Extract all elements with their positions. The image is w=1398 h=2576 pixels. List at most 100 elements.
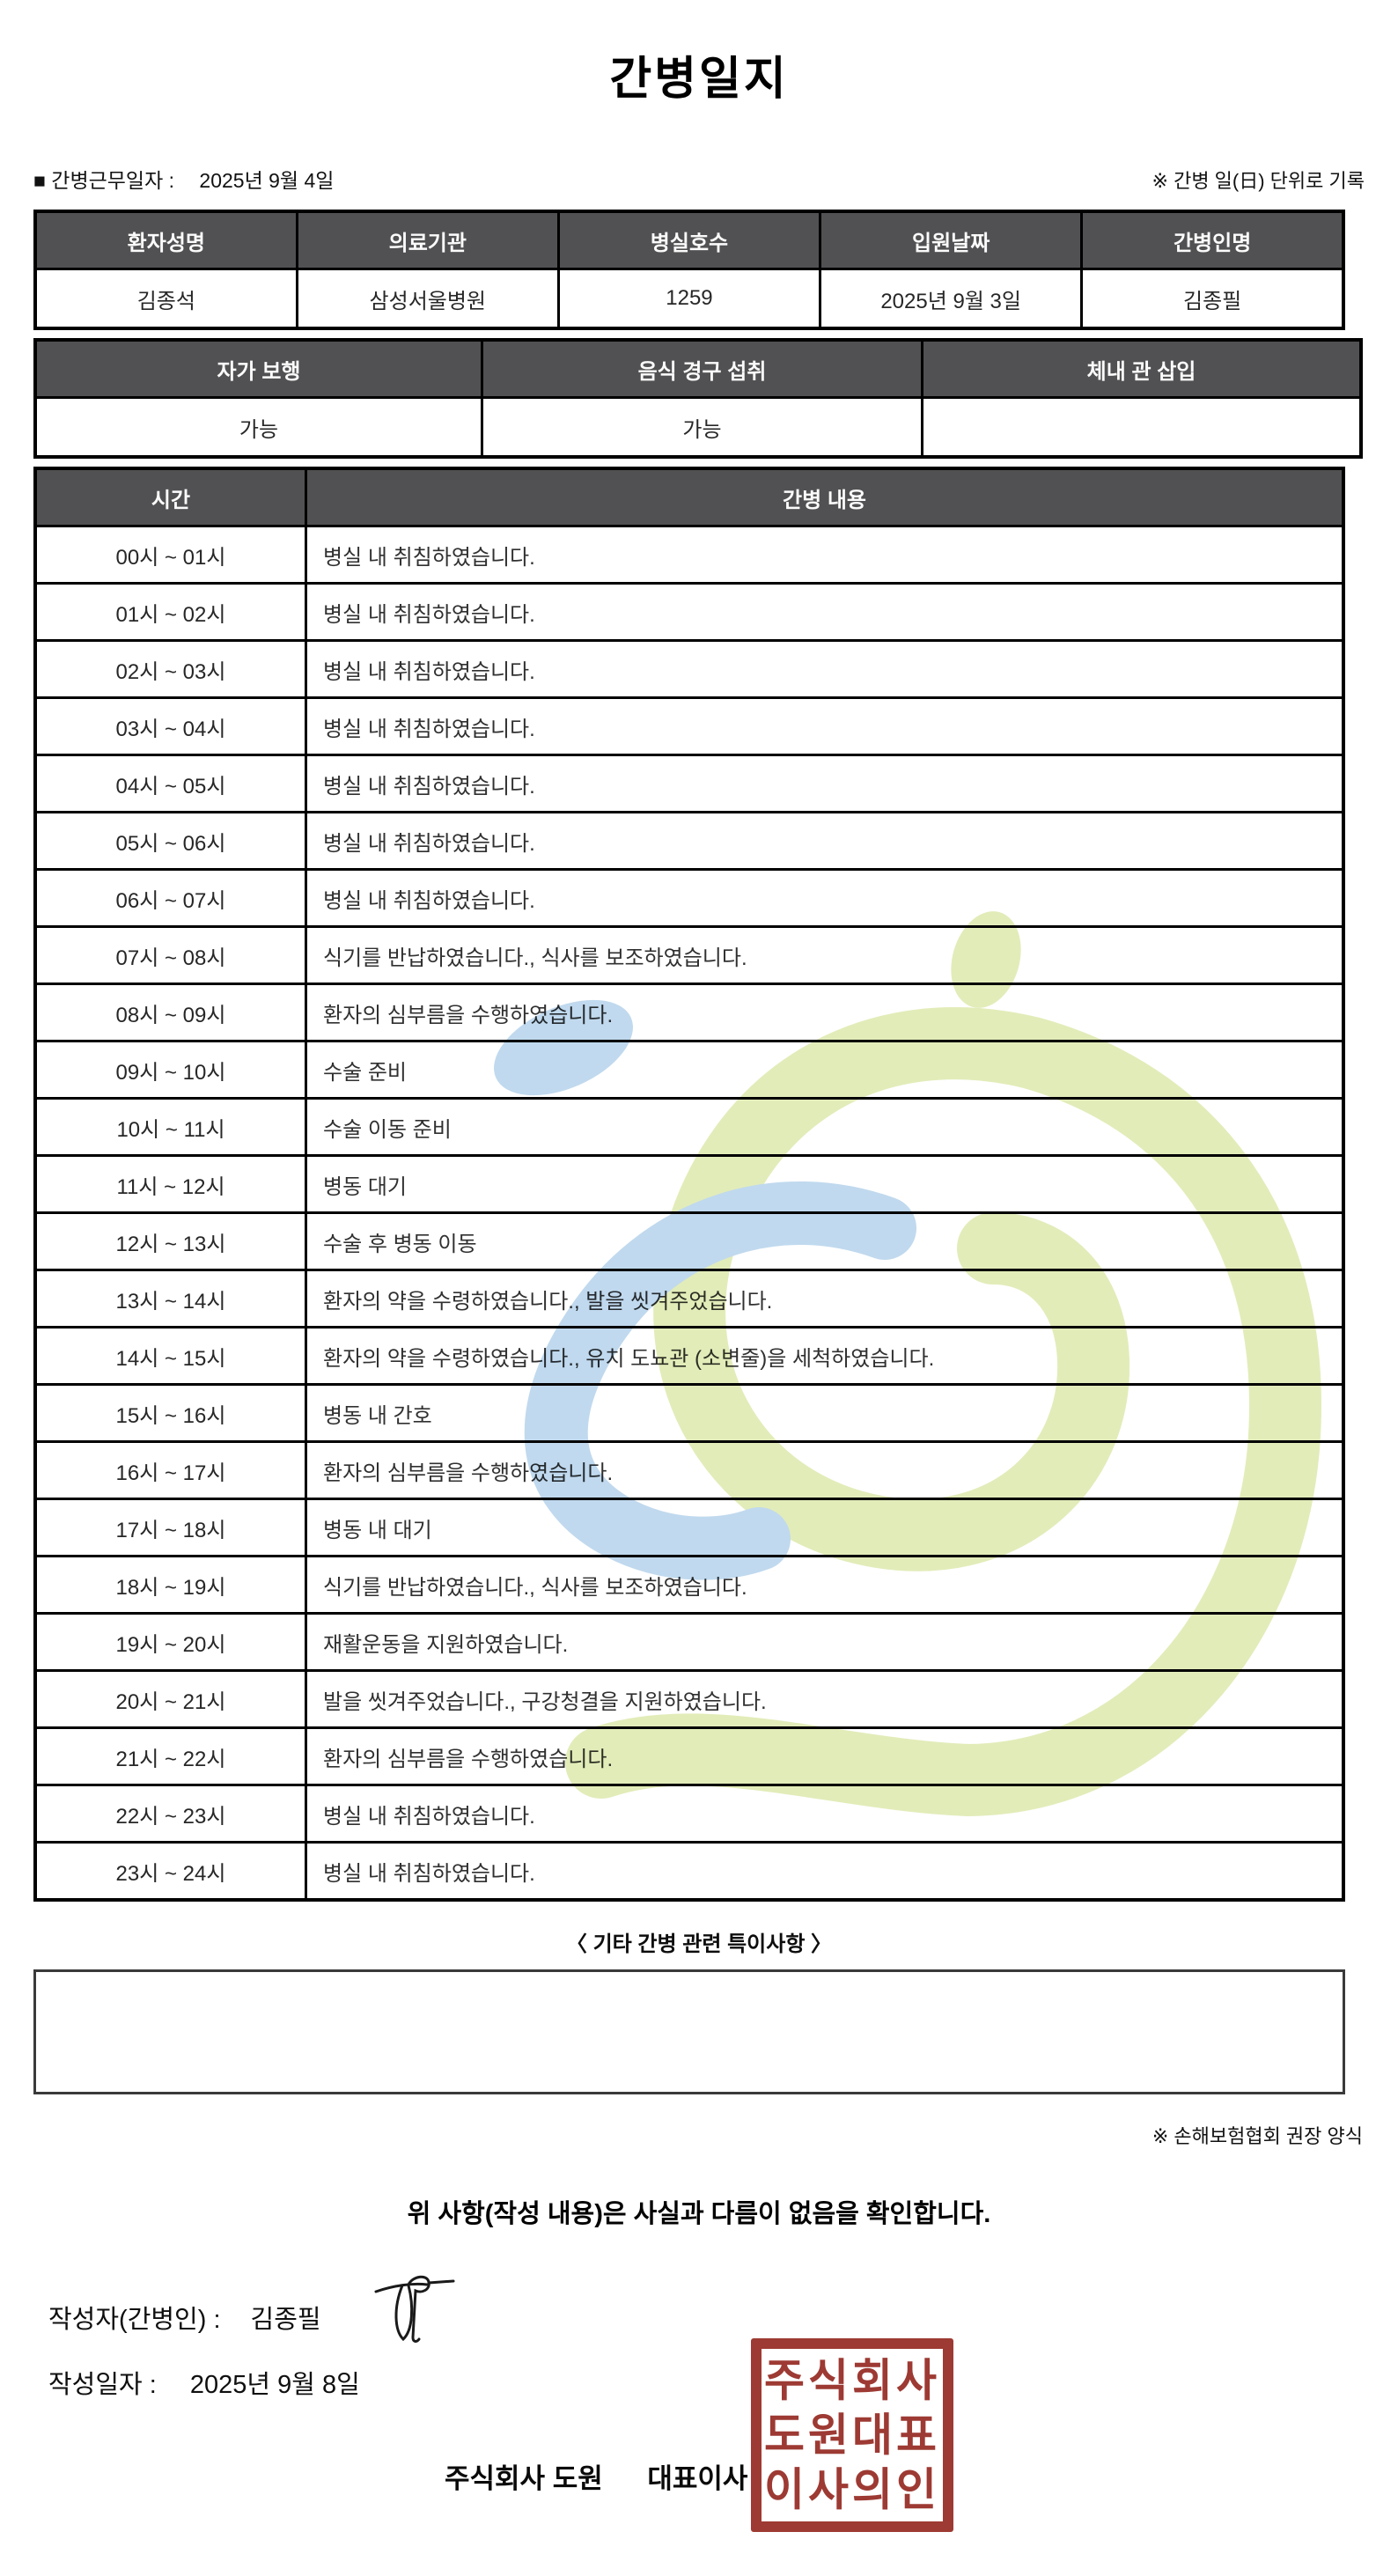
- page-title: 간병일지: [609, 54, 789, 105]
- header-tube-insertion: 체내 관 삽입: [921, 338, 1363, 399]
- care-log-row: 11시 ~ 12시 병동 대기: [33, 1154, 1345, 1214]
- care-log-row: 17시 ~ 18시 병동 내 대기: [33, 1498, 1345, 1557]
- care-time-cell: 10시 ~ 11시: [33, 1097, 307, 1157]
- care-time-cell: 09시 ~ 10시: [33, 1040, 307, 1100]
- header-room-number: 병실호수: [556, 210, 822, 270]
- stamp-line-1: 주식회사: [764, 2355, 940, 2406]
- status-table: 자가 보행 음식 경구 섭취 체내 관 삽입 가능 가능: [33, 338, 1363, 459]
- care-log-row: 21시 ~ 22시 환자의 심부름을 수행하였습니다.: [33, 1726, 1345, 1786]
- header-self-walking: 자가 보행: [33, 338, 483, 399]
- care-time-cell: 16시 ~ 17시: [33, 1440, 307, 1500]
- care-log-row: 01시 ~ 02시 병실 내 취침하였습니다.: [33, 582, 1345, 642]
- write-date-value: 2025년 9월 8일: [189, 2371, 360, 2399]
- header-patient-name: 환자성명: [33, 210, 298, 270]
- care-time-cell: 19시 ~ 20시: [33, 1612, 307, 1672]
- care-content-cell: 병실 내 취침하였습니다.: [305, 811, 1345, 871]
- value-caregiver-name: 김종필: [1080, 268, 1345, 330]
- status-value-row: 가능 가능: [33, 396, 1363, 459]
- write-date-label: 작성일자 :: [48, 2371, 157, 2399]
- care-log-row: 00시 ~ 01시 병실 내 취침하였습니다.: [33, 525, 1345, 585]
- header-time: 시간: [33, 467, 307, 527]
- patient-info-header-row: 환자성명 의료기관 병실호수 입원날짜 간병인명: [33, 210, 1345, 270]
- care-log-row: 13시 ~ 14시 환자의 약을 수령하였습니다., 발을 씻겨주었습니다.: [33, 1269, 1345, 1328]
- care-log-row: 02시 ~ 03시 병실 내 취침하였습니다.: [33, 639, 1345, 699]
- care-time-cell: 22시 ~ 23시: [33, 1784, 307, 1844]
- value-medical-institution: 삼성서울병원: [295, 268, 560, 330]
- meta-row: ■ 간병근무일자 : 2025년 9월 4일 ※ 간병 일(日) 단위로 기록: [33, 164, 1365, 194]
- care-time-cell: 12시 ~ 13시: [33, 1211, 307, 1271]
- care-content-cell: 병실 내 취침하였습니다.: [305, 754, 1345, 813]
- notes-heading: 〈 기타 간병 관련 특이사항 〉: [565, 1932, 833, 1956]
- care-time-cell: 11시 ~ 12시: [33, 1154, 307, 1214]
- care-content-cell: 발을 씻겨주었습니다., 구강청결을 지원하였습니다.: [305, 1669, 1345, 1729]
- work-date-line: ■ 간병근무일자 : 2025년 9월 4일: [33, 164, 334, 194]
- care-content-cell: 환자의 심부름을 수행하였습니다.: [305, 1440, 1345, 1500]
- writer-label: 작성자(간병인) :: [48, 2306, 221, 2334]
- care-content-cell: 병실 내 취침하였습니다.: [305, 525, 1345, 585]
- corporate-seal-stamp: 주식회사 도원대표 이사의인: [751, 2338, 953, 2532]
- writer-row: 작성자(간병인) : 김종필: [48, 2275, 1398, 2355]
- care-log-row: 20시 ~ 21시 발을 씻겨주었습니다., 구강청결을 지원하였습니다.: [33, 1669, 1345, 1729]
- care-content-cell: 식기를 반납하였습니다., 식사를 보조하였습니다.: [305, 925, 1345, 985]
- writer-name: 김종필: [250, 2306, 321, 2334]
- care-content-cell: 수술 이동 준비: [305, 1097, 1345, 1157]
- care-content-cell: 병실 내 취침하였습니다.: [305, 696, 1345, 756]
- care-time-cell: 14시 ~ 15시: [33, 1326, 307, 1386]
- care-time-cell: 03시 ~ 04시: [33, 696, 307, 756]
- care-content-cell: 재활운동을 지원하였습니다.: [305, 1612, 1345, 1672]
- company-name: 주식회사 도원: [445, 2463, 603, 2494]
- stamp-line-3: 이사의인: [764, 2464, 940, 2515]
- care-content-cell: 환자의 심부름을 수행하였습니다.: [305, 983, 1345, 1042]
- care-log-row: 16시 ~ 17시 환자의 심부름을 수행하였습니다.: [33, 1440, 1345, 1500]
- value-self-walking: 가능: [33, 396, 483, 459]
- care-time-cell: 21시 ~ 22시: [33, 1726, 307, 1786]
- work-date-label: ■ 간병근무일자 :: [33, 169, 175, 192]
- stamp-line-2: 도원대표: [764, 2410, 940, 2461]
- care-log-row: 22시 ~ 23시 병실 내 취침하였습니다.: [33, 1784, 1345, 1844]
- header-caregiver-name: 간병인명: [1080, 210, 1345, 270]
- care-log-table: 시간 간병 내용 00시 ~ 01시 병실 내 취침하였습니다. 01시 ~ 0…: [33, 467, 1345, 1902]
- care-time-cell: 08시 ~ 09시: [33, 983, 307, 1042]
- company-title: 대표이사: [647, 2463, 748, 2494]
- form-note: ※ 손해보험협회 권장 양식: [1152, 2125, 1363, 2147]
- care-time-cell: 00시 ~ 01시: [33, 525, 307, 585]
- care-log-row: 15시 ~ 16시 병동 내 간호: [33, 1383, 1345, 1443]
- care-log-row: 08시 ~ 09시 환자의 심부름을 수행하였습니다.: [33, 983, 1345, 1042]
- header-oral-intake: 음식 경구 섭취: [481, 338, 923, 399]
- notes-box: [33, 1969, 1345, 2094]
- value-patient-name: 김종석: [33, 268, 298, 330]
- care-time-cell: 04시 ~ 05시: [33, 754, 307, 813]
- care-content-cell: 식기를 반납하였습니다., 식사를 보조하였습니다.: [305, 1555, 1345, 1615]
- care-content-cell: 병실 내 취침하였습니다.: [305, 639, 1345, 699]
- confirmation-statement: 위 사항(작성 내용)은 사실과 다름이 없음을 확인합니다.: [407, 2200, 991, 2228]
- value-tube-insertion: [921, 396, 1363, 459]
- care-log-header-row: 시간 간병 내용: [33, 467, 1345, 527]
- care-time-cell: 02시 ~ 03시: [33, 639, 307, 699]
- header-care-content: 간병 내용: [305, 467, 1345, 527]
- patient-info-table: 환자성명 의료기관 병실호수 입원날짜 간병인명 김종석 삼성서울병원 1259…: [33, 210, 1345, 330]
- care-time-cell: 01시 ~ 02시: [33, 582, 307, 642]
- care-log-row: 06시 ~ 07시 병실 내 취침하였습니다.: [33, 868, 1345, 928]
- value-admission-date: 2025년 9월 3일: [819, 268, 1084, 330]
- care-log-row: 12시 ~ 13시 수술 후 병동 이동: [33, 1211, 1345, 1271]
- status-header-row: 자가 보행 음식 경구 섭취 체내 관 삽입: [33, 338, 1363, 399]
- care-log-row: 14시 ~ 15시 환자의 약을 수령하였습니다., 유치 도뇨관 (소변줄)을…: [33, 1326, 1345, 1386]
- work-date-value: 2025년 9월 4일: [199, 169, 335, 192]
- care-log-row: 18시 ~ 19시 식기를 반납하였습니다., 식사를 보조하였습니다.: [33, 1555, 1345, 1615]
- care-time-cell: 23시 ~ 24시: [33, 1841, 307, 1902]
- value-room-number: 1259: [556, 268, 822, 330]
- care-time-cell: 06시 ~ 07시: [33, 868, 307, 928]
- care-content-cell: 병동 내 대기: [305, 1498, 1345, 1557]
- date-row: 작성일자 : 2025년 9월 8일: [48, 2364, 1398, 2401]
- care-log-row: 07시 ~ 08시 식기를 반납하였습니다., 식사를 보조하였습니다.: [33, 925, 1345, 985]
- care-content-cell: 병실 내 취침하였습니다.: [305, 1784, 1345, 1844]
- value-oral-intake: 가능: [481, 396, 923, 459]
- care-time-cell: 07시 ~ 08시: [33, 925, 307, 985]
- care-log-row: 10시 ~ 11시 수술 이동 준비: [33, 1097, 1345, 1157]
- header-admission-date: 입원날짜: [819, 210, 1084, 270]
- care-time-cell: 17시 ~ 18시: [33, 1498, 307, 1557]
- care-content-cell: 병동 내 간호: [305, 1383, 1345, 1443]
- care-log-row: 04시 ~ 05시 병실 내 취침하였습니다.: [33, 754, 1345, 813]
- care-log-row: 09시 ~ 10시 수술 준비: [33, 1040, 1345, 1100]
